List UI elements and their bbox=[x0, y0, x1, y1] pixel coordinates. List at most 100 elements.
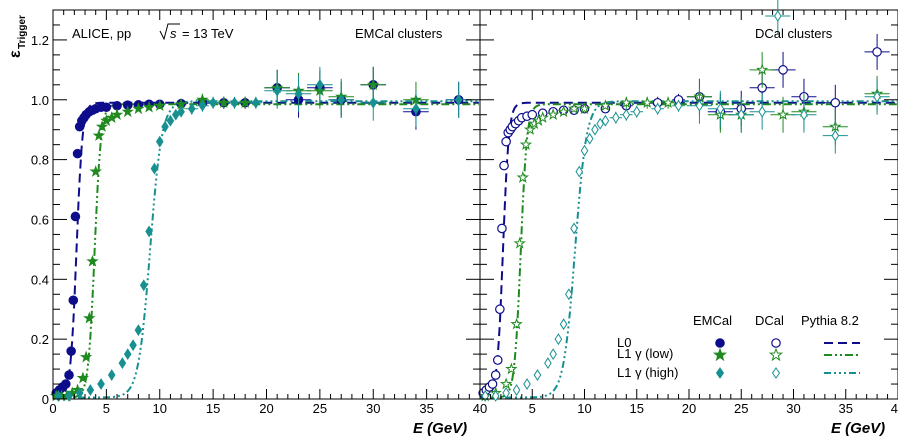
marker-L1_high bbox=[758, 105, 766, 118]
legend-marker-emcal-L0 bbox=[715, 338, 725, 348]
y-tick-label: 0 bbox=[42, 392, 49, 407]
marker-L1_high bbox=[166, 114, 175, 127]
marker-L1_high bbox=[591, 123, 599, 136]
marker-L1_high bbox=[187, 102, 196, 115]
marker-L0 bbox=[101, 102, 112, 113]
y-tick-label: 0.6 bbox=[31, 212, 49, 227]
marker-L1_high bbox=[161, 120, 169, 133]
marker-L1_high bbox=[533, 369, 542, 381]
legend-marker-emcal-L1_high bbox=[715, 367, 725, 379]
sqrt-s-label: s bbox=[170, 26, 177, 41]
panel-frame bbox=[479, 9, 898, 400]
y-tick-label: 0.8 bbox=[31, 153, 49, 168]
marker-L1_low bbox=[217, 96, 231, 109]
marker-L1_low bbox=[620, 96, 633, 109]
marker-L1_low bbox=[599, 99, 612, 112]
marker-L1_low bbox=[110, 108, 124, 121]
marker-L1_low bbox=[505, 362, 518, 375]
x-axis-title-left: E (GeV) bbox=[413, 420, 467, 437]
legend-marker-dcal-L0 bbox=[771, 338, 781, 348]
marker-L1_low bbox=[523, 123, 537, 135]
marker-L1_high bbox=[632, 105, 641, 118]
x-tick-label: 30 bbox=[366, 401, 380, 416]
x-tick-label: 25 bbox=[313, 401, 327, 416]
marker-L1_low bbox=[83, 311, 96, 324]
x-axis-title-right: E (GeV) bbox=[831, 420, 885, 437]
y-tick-label: 1.2 bbox=[31, 33, 49, 48]
marker-L1_high bbox=[155, 135, 164, 148]
marker-L1_low bbox=[776, 108, 790, 121]
marker-L1_low bbox=[510, 317, 523, 330]
collision-label: ALICE, pp bbox=[72, 26, 131, 41]
legend-marker-dcal-L1_low bbox=[768, 347, 784, 362]
marker-L1_high bbox=[139, 279, 148, 292]
panel-label-right: DCal clusters bbox=[755, 26, 833, 41]
marker-L1_low bbox=[546, 108, 560, 121]
x-tick-label: 30 bbox=[786, 401, 800, 416]
marker-L0 bbox=[527, 109, 538, 120]
marker-L1_high bbox=[86, 384, 95, 396]
marker-L1_high bbox=[412, 102, 420, 115]
marker-L1_low bbox=[557, 105, 570, 118]
marker-L0 bbox=[497, 223, 507, 234]
x-tick-label: 20 bbox=[682, 401, 696, 416]
x-tick-label: 20 bbox=[259, 401, 273, 416]
y-tick-label: 0.4 bbox=[31, 272, 49, 287]
legend-marker-emcal-L1_low bbox=[712, 347, 728, 362]
x-tick-label: 10 bbox=[577, 401, 591, 416]
marker-L1_high bbox=[565, 288, 573, 301]
marker-L0 bbox=[66, 346, 76, 356]
marker-L1_low bbox=[76, 371, 89, 384]
x-tick-label: 0 bbox=[49, 401, 56, 416]
marker-L0 bbox=[778, 65, 788, 75]
marker-L0 bbox=[487, 379, 498, 389]
marker-L1_high bbox=[123, 348, 132, 361]
marker-L1_high bbox=[75, 387, 84, 399]
x-tick-label: 5 bbox=[529, 401, 536, 416]
marker-L1_low bbox=[500, 377, 513, 390]
marker-L1_high bbox=[145, 225, 153, 238]
sqrt-symbol bbox=[159, 23, 180, 41]
marker-L1_high bbox=[129, 339, 137, 352]
x-tick-label: 5 bbox=[103, 401, 110, 416]
marker-L1_high bbox=[596, 117, 604, 130]
marker-L1_high bbox=[601, 114, 610, 127]
marker-L1_low bbox=[92, 129, 106, 141]
legend-label-l1-low: L1 γ (low) bbox=[617, 346, 673, 361]
marker-L1_high bbox=[549, 348, 557, 361]
panel-label-left: EMCal clusters bbox=[355, 26, 443, 41]
marker-L0 bbox=[872, 47, 882, 57]
marker-L1_low bbox=[79, 350, 93, 363]
fit-curve-L1_high bbox=[53, 100, 479, 399]
energy-label: = 13 TeV bbox=[182, 26, 234, 41]
fit-curve-L0 bbox=[52, 101, 479, 399]
marker-L1_low bbox=[142, 100, 156, 113]
marker-L1_high bbox=[337, 93, 346, 106]
marker-L1_low bbox=[513, 236, 526, 249]
marker-L1_low bbox=[86, 254, 99, 267]
marker-L1_high bbox=[544, 357, 552, 370]
marker-L1_high bbox=[580, 144, 589, 157]
marker-L0 bbox=[501, 136, 511, 147]
legend-marker-dcal-L1_high bbox=[771, 367, 781, 379]
marker-L1_high bbox=[134, 324, 143, 337]
marker-L1_low bbox=[567, 102, 581, 115]
marker-L1_high bbox=[512, 384, 521, 396]
marker-L1_low bbox=[89, 165, 102, 177]
marker-L1_high bbox=[171, 108, 180, 121]
fit-curve-L0 bbox=[479, 101, 897, 399]
marker-L1_low bbox=[153, 99, 166, 112]
marker-L0 bbox=[830, 97, 841, 108]
marker-L1_high bbox=[570, 222, 578, 235]
marker-L0 bbox=[68, 295, 79, 306]
marker-L1_high bbox=[559, 318, 568, 331]
marker-L1_low bbox=[661, 96, 675, 109]
marker-L1_high bbox=[716, 102, 725, 115]
marker-L1_high bbox=[118, 357, 127, 370]
marker-L1_high bbox=[273, 84, 281, 97]
y-axis-title-main: ε bbox=[7, 50, 24, 58]
legend-header-dcal: DCal bbox=[755, 313, 784, 328]
marker-L0 bbox=[490, 370, 501, 380]
legend-label-l0: L0 bbox=[617, 335, 631, 350]
marker-L1_low bbox=[132, 102, 145, 115]
